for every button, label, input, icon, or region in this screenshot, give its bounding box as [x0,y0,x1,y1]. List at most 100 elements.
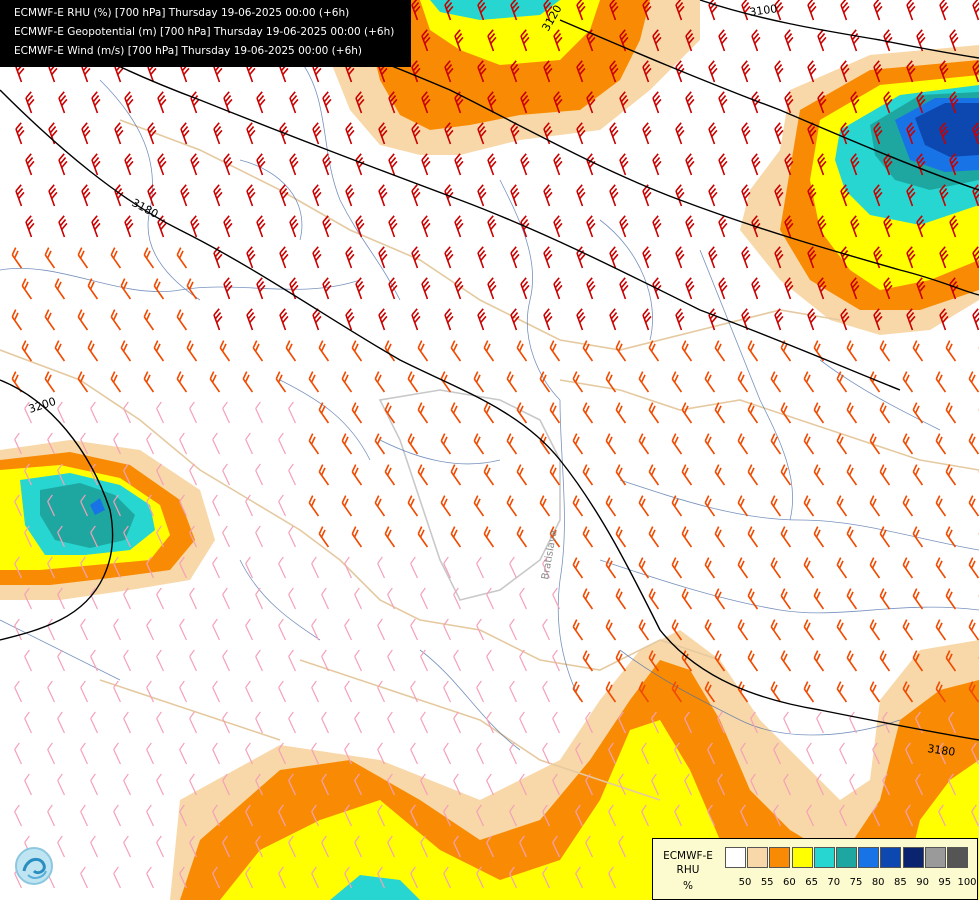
wind-barb [473,433,485,455]
wind-barb [675,184,685,207]
wind-barb [25,91,35,114]
wind-barb [321,773,329,796]
wind-barb [549,340,561,362]
wind-barb [685,277,695,300]
wind-barb [605,619,617,641]
wind-barb [704,495,716,517]
wind-barb [807,0,817,21]
wind-barb [411,308,421,331]
wind-barb [718,153,728,176]
wind-barb [378,246,388,269]
wind-barb [576,184,586,207]
wind-barb [510,0,520,21]
wind-barb [718,277,728,300]
wind-barb [784,91,794,114]
wind-barb [740,742,748,765]
wind-barb [912,650,924,672]
wind-barb [747,464,759,486]
wind-barb [444,122,454,145]
wind-barb [784,29,794,52]
wind-barb [948,711,956,734]
wind-barb [453,835,461,858]
wind-barb [156,587,164,610]
wind-barb [872,742,880,765]
wind-barb [156,773,164,796]
wind-barb [421,215,431,238]
wind-barb [714,464,726,486]
wind-barb [123,587,131,610]
wind-barb [704,557,716,579]
wind-barb [553,153,563,176]
wind-barb [608,742,616,765]
wind-barb [222,773,230,796]
wind-barb [15,184,25,207]
wind-barb [850,215,860,238]
wind-barb [652,29,662,52]
wind-barb [681,340,693,362]
legend-tick: 85 [894,877,907,888]
wind-barb [750,773,758,796]
wind-barb [80,742,88,765]
wind-barb [879,402,891,424]
wind-barb [351,340,363,362]
wind-barb [443,556,451,579]
wind-barb [553,215,563,238]
wind-barb [14,742,22,765]
wind-barb [279,246,289,269]
wind-barb [24,401,32,424]
wind-barb [483,526,495,548]
wind-barb [846,526,858,548]
wind-barb [311,618,319,641]
wind-barb [543,122,553,145]
wind-barb [289,215,299,238]
wind-barb [572,371,584,393]
wind-barb [807,184,817,207]
wind-barb [377,804,385,827]
wind-barb [520,29,530,52]
wind-barb [124,215,134,238]
wind-barb [638,681,650,703]
wind-barb [774,308,784,331]
wind-barb [255,649,263,672]
wind-barb [714,526,726,548]
wind-barb [681,588,693,610]
wind-barb [487,215,497,238]
wind-barb [341,371,353,393]
wind-barb [506,371,518,393]
wind-barb [113,866,121,889]
wind-barb [586,215,596,238]
wind-barb [939,0,949,21]
wind-barb [58,91,68,114]
legend-unit: % [683,880,693,892]
wind-barb [80,432,88,455]
wind-barb [421,91,431,114]
wind-barb [543,0,553,21]
wind-barb [443,866,451,889]
wind-barb [807,122,817,145]
wind-barb [553,91,563,114]
wind-barb [638,557,650,579]
wind-barb [255,463,263,486]
wind-barb [57,773,65,796]
wind-barb [123,401,131,424]
wind-barb [912,588,924,610]
wind-barb [47,804,55,827]
wind-barb [450,526,462,548]
wind-barb [143,309,155,331]
wind-barb [615,650,627,672]
wind-barb [246,246,256,269]
wind-barb [387,587,395,610]
wind-barb [816,711,824,734]
wind-barb [477,122,487,145]
wind-barb [308,433,320,455]
wind-barb [638,433,650,455]
wind-barb [110,309,122,331]
wind-barb [850,91,860,114]
wind-barb [48,184,58,207]
wind-barb [24,711,32,734]
wind-barb [24,773,32,796]
wind-barb [90,401,98,424]
wind-barb [938,804,946,827]
wind-barb [747,588,759,610]
wind-barb [619,91,629,114]
